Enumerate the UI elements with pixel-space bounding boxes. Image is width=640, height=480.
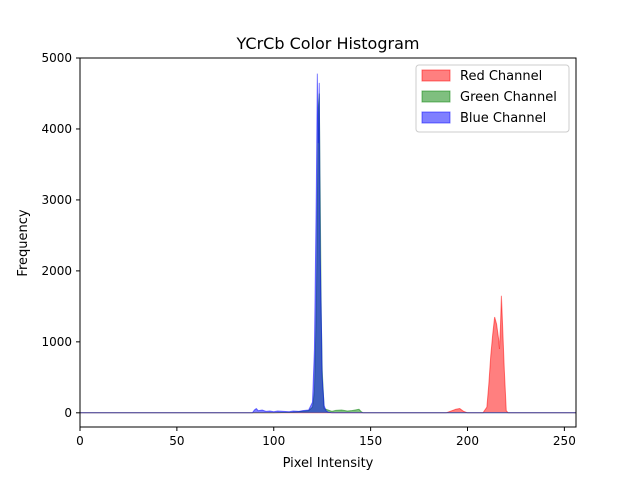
legend-label-red-channel: Red Channel <box>460 69 542 84</box>
y-tick-label: 1000 <box>41 335 72 349</box>
x-tick-label: 250 <box>553 434 576 448</box>
plot-frame <box>79 57 577 428</box>
x-tick-label: 50 <box>169 434 184 448</box>
series-layer <box>80 73 576 414</box>
y-tick-label: 2000 <box>41 264 72 278</box>
blue-channel-line <box>80 73 576 414</box>
x-tick-label: 0 <box>76 434 84 448</box>
legend-label-blue-channel: Blue Channel <box>460 111 546 126</box>
x-tick-label: 200 <box>456 434 479 448</box>
red-channel-line <box>80 295 576 414</box>
legend-box <box>415 64 570 133</box>
legend: Red Channel Green Channel Blue Channel <box>415 64 570 133</box>
y-tick-label: 4000 <box>41 122 72 136</box>
legend-label-green-channel: Green Channel <box>460 90 557 105</box>
legend-swatch-red-channel <box>421 69 451 82</box>
legend-swatch-green-channel <box>421 90 451 103</box>
x-tick-label: 100 <box>262 434 285 448</box>
legend-swatch-blue-channel <box>421 111 451 124</box>
y-tick-label: 5000 <box>41 51 72 65</box>
ticks-layer: 0 50 100 150 200 250 0 1000 2000 3000 4000 5000 <box>41 51 575 448</box>
x-axis-label: Pixel Intensity <box>283 456 374 471</box>
y-axis-label: Frequency <box>16 209 31 276</box>
x-tick-label: 150 <box>359 434 382 448</box>
y-tick-label: 0 <box>64 406 72 420</box>
chart-title: YCrCb Color Histogram <box>236 34 420 53</box>
y-tick-label: 3000 <box>41 193 72 207</box>
